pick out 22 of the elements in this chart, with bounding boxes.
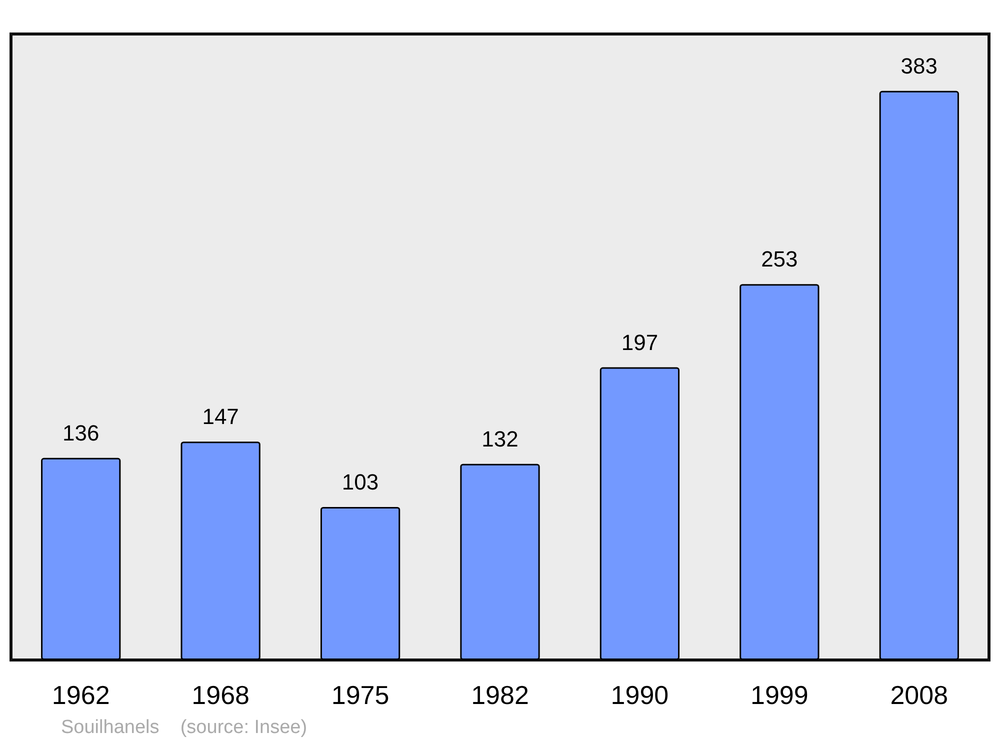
data-label: 147 (202, 404, 239, 430)
text: Souilhanels (source: Insee) (61, 717, 308, 738)
data-label: 103 (342, 469, 379, 494)
x-tick-label: 1962 (52, 680, 110, 710)
x-tick-label: 2008 (890, 680, 948, 710)
data-label: 383 (900, 53, 938, 78)
bar (320, 506, 400, 660)
x-tick-label: 1982 (471, 680, 529, 710)
x-tick-label: 1990 (610, 680, 669, 710)
bar (600, 367, 680, 660)
bar (460, 464, 540, 660)
x-tick-label: 1975 (331, 680, 390, 710)
bar (41, 458, 121, 660)
x-tick-label: 1968 (192, 680, 250, 710)
x-tick-label: 1999 (750, 680, 808, 710)
data-label: 136 (62, 420, 100, 446)
bar (180, 442, 260, 660)
data-label: 132 (482, 426, 518, 452)
data-label: 197 (621, 330, 658, 355)
bar (879, 90, 959, 660)
data-label: 253 (761, 246, 798, 272)
bar (740, 284, 820, 660)
